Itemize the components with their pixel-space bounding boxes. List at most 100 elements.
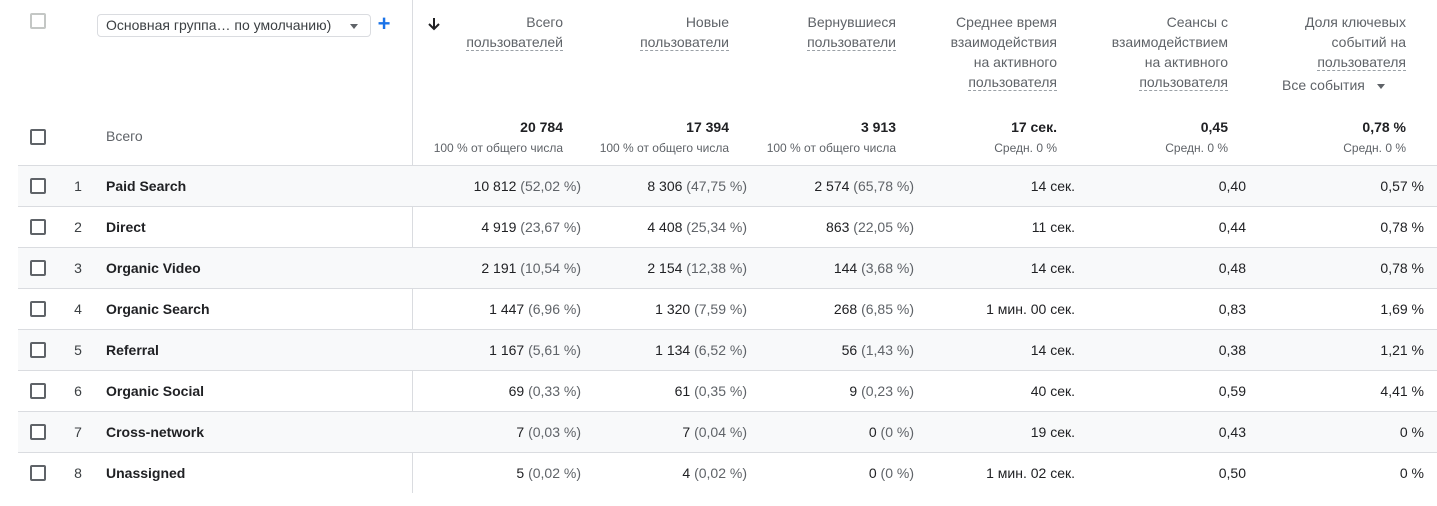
dimension-select-label: Основная группа… по умолчанию) (106, 17, 332, 33)
total-subtext: Средн. 0 % (1165, 141, 1228, 155)
cell-total-users: 69 (0,33 %) (509, 371, 581, 411)
column-header-line: Среднее время (956, 14, 1057, 30)
cell-value: 4 (682, 465, 691, 481)
column-divider (412, 0, 413, 493)
row-checkbox[interactable] (30, 465, 46, 481)
column-header-line: Доля ключевых (1305, 14, 1406, 30)
row-index: 5 (74, 342, 82, 358)
add-dimension-button[interactable]: + (377, 11, 391, 36)
cell-percent: (47,75 %) (686, 178, 747, 194)
column-header-returning-users[interactable]: Вернувшиеся пользователи (807, 12, 896, 52)
column-header-total-users[interactable]: Всего пользователей (466, 12, 563, 52)
table-row[interactable]: 6 Organic Social 69 (0,33 %) 61 (0,35 %)… (18, 370, 1437, 411)
sort-descending-icon[interactable] (427, 16, 441, 32)
total-subtext: Средн. 0 % (994, 141, 1057, 155)
cell-value: 61 (674, 383, 691, 399)
cell-value: 2 154 (647, 260, 683, 276)
cell-value: 7 (516, 424, 525, 440)
table-row[interactable]: 8 Unassigned 5 (0,02 %) 4 (0,02 %) 0 (0 … (18, 452, 1437, 493)
cell-percent: (3,68 %) (861, 260, 914, 276)
table-row[interactable]: 4 Organic Search 1 447 (6,96 %) 1 320 (7… (18, 288, 1437, 329)
cell-new-users: 7 (0,04 %) (682, 412, 747, 452)
total-subtext: Средн. 0 % (1343, 141, 1406, 155)
column-header-new-users[interactable]: Новые пользователи (640, 12, 729, 52)
cell-value: 7 (682, 424, 691, 440)
cell-new-users: 4 408 (25,34 %) (647, 207, 747, 247)
cell-value: 5 (516, 465, 525, 481)
cell-percent: (6,85 %) (861, 301, 914, 317)
cell-percent: (12,38 %) (686, 260, 747, 276)
cell-returning-users: 56 (1,43 %) (842, 330, 914, 370)
row-index: 8 (74, 465, 82, 481)
cell-new-users: 4 (0,02 %) (682, 453, 747, 493)
channel-name: Organic Search (106, 301, 210, 317)
column-header-avg-engagement-time[interactable]: Среднее время взаимодействия на активног… (951, 12, 1057, 92)
table-row[interactable]: 5 Referral 1 167 (5,61 %) 1 134 (6,52 %)… (18, 329, 1437, 370)
cell-percent: (23,67 %) (520, 219, 581, 235)
table-row[interactable]: 7 Cross-network 7 (0,03 %) 7 (0,04 %) 0 … (18, 411, 1437, 452)
events-select[interactable]: Все события (1282, 75, 1385, 95)
cell-total-users: 2 191 (10,54 %) (481, 248, 581, 288)
table-row[interactable]: 3 Organic Video 2 191 (10,54 %) 2 154 (1… (18, 247, 1437, 288)
cell-new-users: 8 306 (47,75 %) (647, 166, 747, 206)
cell-percent: (0,04 %) (694, 424, 747, 440)
cell-percent: (25,34 %) (686, 219, 747, 235)
cell-key-event-rate: 0 % (1399, 424, 1424, 440)
totals-label: Всего (106, 128, 143, 144)
column-header-line: взаимодействия (950, 34, 1057, 50)
column-header-engaged-sessions[interactable]: Сеансы с взаимодействием на активного по… (1112, 12, 1228, 92)
total-value: 3 913 (860, 119, 896, 135)
cell-engaged-sessions: 0,48 (1218, 260, 1246, 276)
totals-checkbox[interactable] (30, 129, 46, 145)
cell-total-users: 1 447 (6,96 %) (489, 289, 581, 329)
cell-avg-engagement-time: 14 сек. (1030, 342, 1075, 358)
cell-returning-users: 9 (0,23 %) (849, 371, 914, 411)
cell-value: 9 (849, 383, 858, 399)
cell-percent: (6,52 %) (694, 342, 747, 358)
row-index: 3 (74, 260, 82, 276)
row-checkbox[interactable] (30, 260, 46, 276)
events-select-label: Все события (1282, 77, 1365, 93)
column-header-line: Сеансы с (1166, 14, 1228, 30)
table-row[interactable]: 1 Paid Search 10 812 (52,02 %) 8 306 (47… (18, 165, 1437, 206)
cell-engaged-sessions: 0,50 (1218, 465, 1246, 481)
column-header-line: на активного (1144, 54, 1228, 70)
cell-value: 4 919 (481, 219, 517, 235)
row-checkbox[interactable] (30, 383, 46, 399)
total-subtext: 100 % от общего числа (599, 141, 729, 155)
row-index: 1 (74, 178, 82, 194)
cell-key-event-rate: 1,21 % (1380, 342, 1424, 358)
row-checkbox[interactable] (30, 342, 46, 358)
select-all-checkbox[interactable] (30, 13, 46, 29)
cell-new-users: 1 134 (6,52 %) (655, 330, 747, 370)
column-header-line: взаимодействием (1111, 34, 1228, 50)
row-checkbox[interactable] (30, 178, 46, 194)
cell-value: 1 447 (489, 301, 525, 317)
cell-value: 0 (868, 465, 877, 481)
cell-percent: (6,96 %) (528, 301, 581, 317)
row-checkbox[interactable] (30, 424, 46, 440)
column-header-line: пользователя (968, 74, 1057, 91)
cell-engaged-sessions: 0,40 (1218, 178, 1246, 194)
row-checkbox[interactable] (30, 301, 46, 317)
column-header-line: пользователи (807, 34, 896, 51)
cell-percent: (52,02 %) (520, 178, 581, 194)
channel-name: Cross-network (106, 424, 205, 440)
cell-engaged-sessions: 0,43 (1218, 424, 1246, 440)
cell-value: 1 134 (655, 342, 691, 358)
cell-value: 1 167 (489, 342, 525, 358)
row-checkbox[interactable] (30, 219, 46, 235)
cell-returning-users: 2 574 (65,78 %) (814, 166, 914, 206)
channel-name: Direct (106, 219, 146, 235)
cell-value: 2 574 (814, 178, 850, 194)
cell-percent: (5,61 %) (528, 342, 581, 358)
chevron-down-icon (1376, 83, 1385, 89)
cell-percent: (0 %) (880, 465, 914, 481)
dimension-select[interactable]: Основная группа… по умолчанию) (97, 14, 371, 37)
table-row[interactable]: 2 Direct 4 919 (23,67 %) 4 408 (25,34 %)… (18, 206, 1437, 247)
total-value: 0,45 (1200, 119, 1228, 135)
cell-value: 1 320 (655, 301, 691, 317)
cell-new-users: 1 320 (7,59 %) (655, 289, 747, 329)
column-header-key-event-rate[interactable]: Доля ключевых событий на пользователя (1305, 12, 1406, 72)
cell-value: 10 812 (473, 178, 517, 194)
